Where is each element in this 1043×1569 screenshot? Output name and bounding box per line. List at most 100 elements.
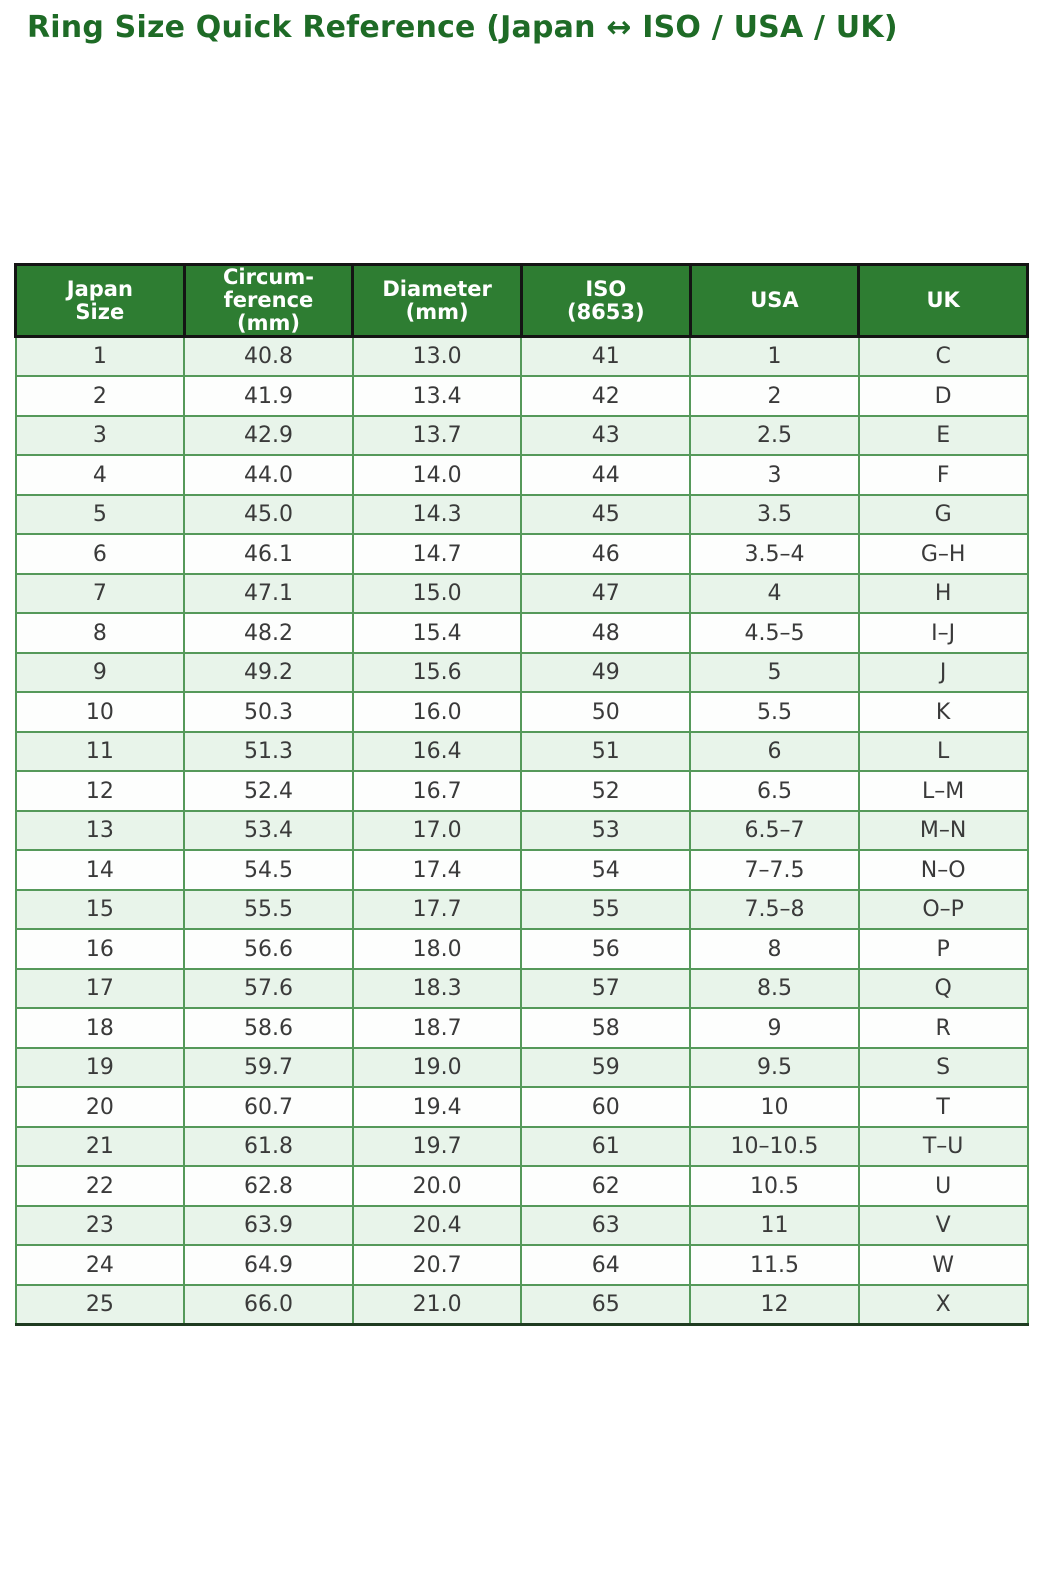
table-cell: 40.8 — [183, 335, 354, 378]
table-cell: 6.5–7 — [689, 809, 860, 852]
table-cell: 63 — [520, 1204, 692, 1247]
table-header: Japan Size Circum- ference (mm) Diameter (… — [14, 262, 1029, 339]
table-cell: 13.0 — [351, 335, 523, 378]
table-cell: 4.5–5 — [689, 612, 860, 654]
table-row: 13 53.4 17.0 53 6.5–7 M–N — [14, 809, 1029, 852]
table-cell: 17.4 — [351, 849, 523, 891]
table-row: 9 49.2 15.6 49 5 J — [14, 651, 1029, 694]
table-cell: 47 — [520, 572, 692, 615]
page-title: Ring Size Quick Reference (Japan ↔ ISO /… — [27, 10, 898, 45]
table-cell: 16.0 — [351, 691, 523, 733]
table-row: 2 41.9 13.4 42 2 D — [14, 375, 1029, 417]
table-cell: 59 — [520, 1046, 692, 1089]
ring-size-table-container: Japan Size Circum- ference (mm) Diameter (… — [14, 262, 1029, 1326]
table-cell: 4 — [14, 454, 186, 496]
table-cell: 19.0 — [351, 1046, 523, 1089]
table-cell: T–U — [857, 1125, 1029, 1168]
table-cell: 48 — [520, 612, 692, 654]
table-cell: 57.6 — [183, 967, 354, 1010]
table-cell: 52.4 — [183, 770, 354, 812]
table-body: 1 40.8 13.0 41 1 C 2 41.9 13.4 42 2 D 3 42.9 13.7 43 2.5… — [14, 335, 1029, 1326]
table-cell: 56 — [520, 928, 692, 970]
table-cell: 16.7 — [351, 770, 523, 812]
table-cell: 46.1 — [183, 533, 354, 575]
table-cell: 3 — [14, 414, 186, 457]
header-cell-4: USA — [688, 262, 861, 339]
table-cell: 17.7 — [351, 888, 523, 931]
table-row: 17 57.6 18.3 57 8.5 Q — [14, 967, 1029, 1010]
table-cell: 11.5 — [689, 1244, 860, 1286]
table-row: 14 54.5 17.4 54 7–7.5 N–O — [14, 849, 1029, 891]
table-cell: 2 — [14, 375, 186, 417]
table-cell: 50 — [520, 691, 692, 733]
table-cell: M–N — [857, 809, 1029, 852]
table-cell: 57 — [520, 967, 692, 1010]
table-cell: 58.6 — [183, 1007, 354, 1049]
table-row: 1 40.8 13.0 41 1 C — [14, 335, 1029, 378]
table-cell: 7–7.5 — [689, 849, 860, 891]
table-cell: 16.4 — [351, 730, 523, 773]
table-cell: X — [857, 1283, 1029, 1326]
header-cell-5: UK — [857, 262, 1029, 339]
table-cell: 8 — [14, 612, 186, 654]
table-cell: 12 — [14, 770, 186, 812]
table-cell: 45.0 — [183, 493, 354, 536]
table-cell: 62.8 — [183, 1165, 354, 1207]
table-cell: 13.4 — [351, 375, 523, 417]
table-cell: 3.5–4 — [689, 533, 860, 575]
table-cell: 17.0 — [351, 809, 523, 852]
table-cell: 20.4 — [351, 1204, 523, 1247]
table-cell: L–M — [857, 770, 1029, 812]
table-cell: 2.5 — [689, 414, 860, 457]
table-cell: 10 — [14, 691, 186, 733]
table-cell: J — [857, 651, 1029, 694]
table-cell: 10 — [689, 1086, 860, 1128]
header-cell-3: ISO (8653) — [519, 262, 692, 339]
table-cell: 8 — [689, 928, 860, 970]
table-cell: 7.5–8 — [689, 888, 860, 931]
table-cell: 60 — [520, 1086, 692, 1128]
table-cell: 13.7 — [351, 414, 523, 457]
table-cell: R — [857, 1007, 1029, 1049]
table-cell: 41.9 — [183, 375, 354, 417]
table-cell: O–P — [857, 888, 1029, 931]
table-row: 15 55.5 17.7 55 7.5–8 O–P — [14, 888, 1029, 931]
table-cell: W — [857, 1244, 1029, 1286]
table-cell: 54 — [520, 849, 692, 891]
table-cell: 49 — [520, 651, 692, 694]
table-cell: 5.5 — [689, 691, 860, 733]
table-cell: 18.3 — [351, 967, 523, 1010]
table-cell: 6 — [689, 730, 860, 773]
table-cell: 64.9 — [183, 1244, 354, 1286]
table-cell: 19.7 — [351, 1125, 523, 1168]
header-cell-0: Japan Size — [14, 262, 186, 339]
table-cell: G — [857, 493, 1029, 536]
table-cell: 42.9 — [183, 414, 354, 457]
table-cell: N–O — [857, 849, 1029, 891]
table-cell: 21 — [14, 1125, 186, 1168]
table-cell: K — [857, 691, 1029, 733]
table-cell: S — [857, 1046, 1029, 1089]
table-cell: 6 — [14, 533, 186, 575]
table-row: 6 46.1 14.7 46 3.5–4 G–H — [14, 533, 1029, 575]
table-row: 12 52.4 16.7 52 6.5 L–M — [14, 770, 1029, 812]
table-cell: 11 — [14, 730, 186, 773]
table-cell: 56.6 — [183, 928, 354, 970]
table-cell: 11 — [689, 1204, 860, 1247]
table-cell: 44.0 — [183, 454, 354, 496]
table-cell: 9 — [689, 1007, 860, 1049]
table-row: 7 47.1 15.0 47 4 H — [14, 572, 1029, 615]
table-cell: 51.3 — [183, 730, 354, 773]
table-row: 25 66.0 21.0 65 12 X — [14, 1283, 1029, 1326]
table-cell: 4 — [689, 572, 860, 615]
table-cell: 20.0 — [351, 1165, 523, 1207]
table-cell: 66.0 — [183, 1283, 354, 1326]
table-cell: 46 — [520, 533, 692, 575]
table-cell: F — [857, 454, 1029, 496]
table-cell: H — [857, 572, 1029, 615]
table-row: 19 59.7 19.0 59 9.5 S — [14, 1046, 1029, 1089]
table-cell: 19 — [14, 1046, 186, 1089]
table-row: 18 58.6 18.7 58 9 R — [14, 1007, 1029, 1049]
table-cell: I–J — [857, 612, 1029, 654]
table-cell: 45 — [520, 493, 692, 536]
